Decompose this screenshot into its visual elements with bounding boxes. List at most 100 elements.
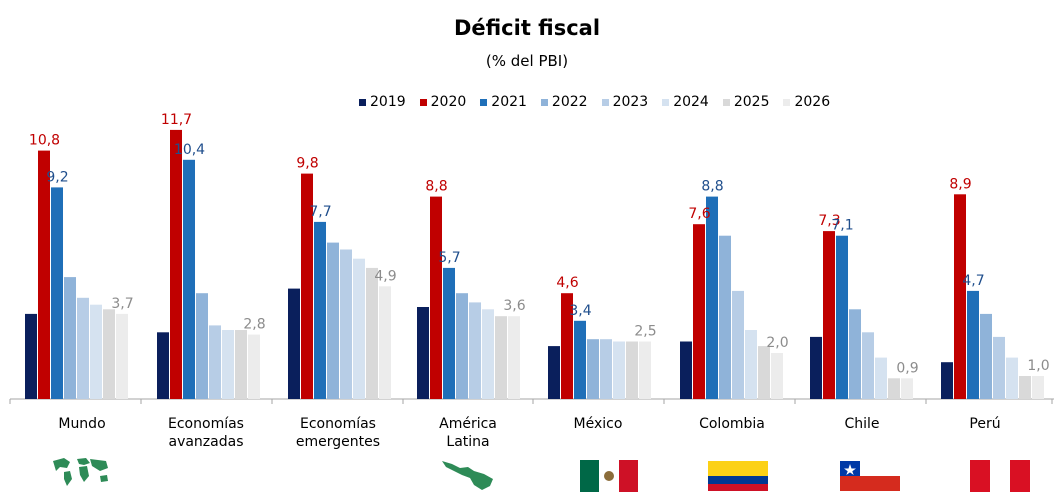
bar-2025-perú: [1019, 376, 1031, 399]
bar-2024-mundo: [90, 305, 102, 399]
bar-2026-perú: [1032, 376, 1044, 399]
colombia-flag-icon: [708, 461, 768, 496]
bar-2020-mundo: [38, 151, 50, 399]
bar-2026-mundo: [116, 314, 128, 399]
data-label: 7,6: [688, 206, 710, 222]
chile-flag-icon: [840, 461, 900, 496]
bar-2021-economías-emergentes: [314, 222, 326, 399]
data-label: 11,7: [161, 112, 192, 128]
bar-2022-chile: [849, 309, 861, 399]
bar-2024-colombia: [745, 330, 757, 399]
data-label: 0,9: [896, 360, 918, 376]
bar-2026-américa-latina: [508, 316, 520, 399]
bar-2024-economías-emergentes: [353, 259, 365, 399]
bar-2023-chile: [862, 332, 874, 399]
data-label: 5,7: [438, 250, 460, 266]
bar-2026-colombia: [771, 353, 783, 399]
latin-america-map-icon: [440, 457, 500, 498]
data-label: 7,7: [309, 204, 331, 220]
bar-2023-mundo: [77, 298, 89, 399]
data-label: 3,6: [503, 298, 525, 314]
data-label: 4,7: [962, 273, 984, 289]
data-label: 2,5: [634, 324, 656, 340]
category-label: Colombia: [699, 416, 765, 432]
bar-2024-chile: [875, 358, 887, 399]
bar-2019-colombia: [680, 342, 692, 400]
bar-2026-economías-avanzadas: [248, 335, 260, 399]
bar-2021-méxico: [574, 321, 586, 399]
bar-2019-economías-emergentes: [288, 289, 300, 399]
bar-2025-américa-latina: [495, 316, 507, 399]
data-label: 10,8: [29, 133, 60, 149]
mexico-flag-icon: [580, 460, 638, 497]
bar-2025-chile: [888, 378, 900, 399]
data-label: 3,4: [569, 303, 591, 319]
bar-2023-economías-emergentes: [340, 250, 352, 400]
bar-2026-chile: [901, 378, 913, 399]
bar-2020-colombia: [693, 224, 705, 399]
bar-2021-chile: [836, 236, 848, 399]
bar-2021-américa-latina: [443, 268, 455, 399]
bar-2020-economías-avanzadas: [170, 130, 182, 399]
bar-2019-américa-latina: [417, 307, 429, 399]
bar-2019-méxico: [548, 346, 560, 399]
bar-2023-perú: [993, 337, 1005, 399]
bar-2024-américa-latina: [482, 309, 494, 399]
bar-2025-colombia: [758, 346, 770, 399]
data-label: 2,0: [766, 335, 788, 351]
data-label: 8,9: [949, 176, 971, 192]
bar-2020-américa-latina: [430, 197, 442, 399]
bar-2023-colombia: [732, 291, 744, 399]
bar-2025-mundo: [103, 309, 115, 399]
peru-flag-icon: [970, 460, 1030, 497]
world-map-icon: [50, 455, 110, 492]
bar-2022-méxico: [587, 339, 599, 399]
bar-2026-economías-emergentes: [379, 286, 391, 399]
category-label: Economías: [168, 416, 244, 432]
data-label: 2,8: [243, 317, 265, 333]
data-label: 8,8: [425, 179, 447, 195]
category-label: Economías: [300, 416, 376, 432]
data-label: 7,1: [831, 218, 853, 234]
category-label: América: [439, 416, 497, 432]
bar-2024-economías-avanzadas: [222, 330, 234, 399]
bar-2025-méxico: [626, 342, 638, 400]
category-label: Perú: [969, 416, 1000, 432]
bar-2019-economías-avanzadas: [157, 332, 169, 399]
bar-2024-méxico: [613, 342, 625, 400]
bar-2023-américa-latina: [469, 302, 481, 399]
data-label: 4,6: [556, 275, 578, 291]
bar-2022-colombia: [719, 236, 731, 399]
data-label: 10,4: [174, 142, 205, 158]
bar-2019-chile: [810, 337, 822, 399]
bar-2022-perú: [980, 314, 992, 399]
category-label: emergentes: [296, 434, 380, 450]
data-label: 9,8: [296, 156, 318, 172]
bar-2025-economías-emergentes: [366, 268, 378, 399]
category-label: avanzadas: [168, 434, 243, 450]
bar-2025-economías-avanzadas: [235, 330, 247, 399]
bar-2020-perú: [954, 194, 966, 399]
bar-2019-mundo: [25, 314, 37, 399]
bar-2026-méxico: [639, 342, 651, 400]
data-label: 1,0: [1027, 358, 1049, 374]
data-label: 3,7: [111, 296, 133, 312]
data-label: 4,9: [374, 268, 396, 284]
data-label: 8,8: [701, 179, 723, 195]
category-label: Chile: [844, 416, 879, 432]
data-label: 9,2: [46, 169, 68, 185]
bar-2022-economías-emergentes: [327, 243, 339, 399]
bar-2022-mundo: [64, 277, 76, 399]
bar-2021-mundo: [51, 187, 63, 399]
bar-2021-economías-avanzadas: [183, 160, 195, 399]
bar-2023-méxico: [600, 339, 612, 399]
bar-2021-perú: [967, 291, 979, 399]
bar-2024-perú: [1006, 358, 1018, 399]
bar-2022-economías-avanzadas: [196, 293, 208, 399]
bar-2019-perú: [941, 362, 953, 399]
bar-2022-américa-latina: [456, 293, 468, 399]
category-label: Latina: [446, 434, 489, 450]
bar-2021-colombia: [706, 197, 718, 399]
bar-2023-economías-avanzadas: [209, 325, 221, 399]
